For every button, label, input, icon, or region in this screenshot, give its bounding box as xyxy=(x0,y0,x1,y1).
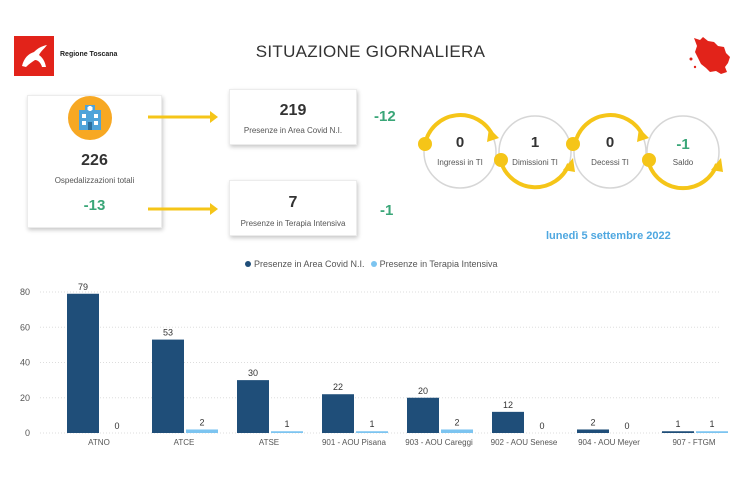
bar-value-label: 2 xyxy=(454,417,459,427)
covid-area-label: Presenze in Area Covid N.I. xyxy=(243,126,343,135)
report-date: lunedì 5 settembre 2022 xyxy=(546,230,671,242)
icu-flow-diagram: 0 Ingressi in TI 1 Dimissioni TI 0 Deces… xyxy=(405,100,735,200)
category-label: 902 - AOU Senese xyxy=(491,438,558,447)
bar-covid xyxy=(322,394,354,433)
bar-value-label: 0 xyxy=(624,421,629,431)
intensive-care-value: 7 xyxy=(288,194,298,211)
category-label: ATNO xyxy=(88,438,110,447)
bar-value-label: 1 xyxy=(709,419,714,429)
y-tick-label: 40 xyxy=(20,358,30,368)
bar-ti xyxy=(441,429,473,433)
category-label: 907 - FTGM xyxy=(672,438,715,447)
flow-arc-3 xyxy=(573,113,645,145)
bar-value-label: 79 xyxy=(78,282,88,292)
bar-value-label: 30 xyxy=(248,368,258,378)
bar-value-label: 53 xyxy=(163,328,173,338)
bar-value-label: 2 xyxy=(590,417,595,427)
bar-value-label: 1 xyxy=(284,419,289,429)
total-hospitalizations-value: 226 xyxy=(81,152,108,169)
tuscany-map-icon xyxy=(688,34,732,78)
bar-covid xyxy=(662,431,694,433)
bar-covid xyxy=(577,429,609,433)
intensive-care-delta: -1 xyxy=(380,202,394,219)
bar-value-label: 1 xyxy=(369,419,374,429)
flow-arc-1 xyxy=(423,113,495,145)
total-hospitalizations-label: Ospedalizzazioni totali xyxy=(54,176,135,185)
bar-covid xyxy=(492,411,524,433)
flow-label-dimissioni: Dimissioni TI xyxy=(512,158,558,167)
regione-toscana-logo xyxy=(14,36,54,76)
category-label: 901 - AOU Pisana xyxy=(322,438,387,447)
legend-item-ti: Presenze in Terapia Intensiva xyxy=(370,259,498,269)
bar-covid xyxy=(237,380,269,433)
flow-value-decessi: 0 xyxy=(605,134,615,151)
bar-covid xyxy=(407,397,439,433)
flow-arc-2 xyxy=(499,161,571,190)
bar-ti xyxy=(186,429,218,433)
covid-area-delta: -12 xyxy=(374,108,396,125)
y-tick-label: 80 xyxy=(20,287,30,297)
page-title: SITUAZIONE GIORNALIERA xyxy=(255,42,486,61)
bar-value-label: 12 xyxy=(503,400,513,410)
bar-covid xyxy=(152,339,184,433)
category-label: ATCE xyxy=(174,438,195,447)
legend-item-covid: Presenze in Area Covid N.I. xyxy=(245,259,365,269)
bar-covid xyxy=(67,293,99,433)
flow-label-saldo: Saldo xyxy=(672,158,694,167)
total-hospitalizations-card: 226 Ospedalizzazioni totali -13 xyxy=(27,95,162,228)
category-label: 904 - AOU Meyer xyxy=(578,438,640,447)
flow-value-dimissioni: 1 xyxy=(530,134,540,151)
total-hospitalizations-delta: -13 xyxy=(83,197,106,214)
legend-dot-ti xyxy=(370,261,377,267)
flow-arc-4 xyxy=(647,163,719,191)
flow-arrows xyxy=(148,111,218,215)
legend-label-covid: Presenze in Area Covid N.I. xyxy=(254,259,365,269)
intensive-care-card: 7 Presenze in Terapia Intensiva xyxy=(229,180,357,236)
legend-label-ti: Presenze in Terapia Intensiva xyxy=(379,259,498,269)
flow-label-decessi: Decessi TI xyxy=(591,158,629,167)
bar-value-label: 20 xyxy=(418,386,428,396)
arrow-head-ti xyxy=(210,203,218,215)
bar-value-label: 22 xyxy=(333,382,343,392)
intensive-care-label: Presenze in Terapia Intensiva xyxy=(240,219,346,228)
bar-value-label: 0 xyxy=(114,421,119,431)
chart-legend: Presenze in Area Covid N.I. Presenze in … xyxy=(245,259,503,269)
bar-value-label: 2 xyxy=(199,417,204,427)
hospital-icon xyxy=(68,96,112,140)
covid-area-value: 219 xyxy=(279,102,307,119)
y-tick-label: 20 xyxy=(20,393,30,403)
bar-value-label: 0 xyxy=(539,421,544,431)
bar-ti xyxy=(271,431,303,433)
bar-ti xyxy=(356,431,388,433)
y-tick-label: 60 xyxy=(20,322,30,332)
category-label: 903 - AOU Careggi xyxy=(405,438,473,447)
category-label: ATSE xyxy=(259,438,279,447)
bar-value-label: 1 xyxy=(675,419,680,429)
covid-area-card: 219 Presenze in Area Covid N.I. xyxy=(229,89,357,145)
y-tick-label: 0 xyxy=(25,428,30,438)
arrow-head-covid xyxy=(210,111,218,123)
brand-name: Regione Toscana xyxy=(60,51,118,58)
legend-dot-covid xyxy=(245,261,251,267)
flow-label-ingressi: Ingressi in TI xyxy=(437,158,483,167)
bar-ti xyxy=(696,431,728,433)
flow-value-ingressi: 0 xyxy=(455,134,465,151)
flow-value-saldo: -1 xyxy=(676,136,690,153)
